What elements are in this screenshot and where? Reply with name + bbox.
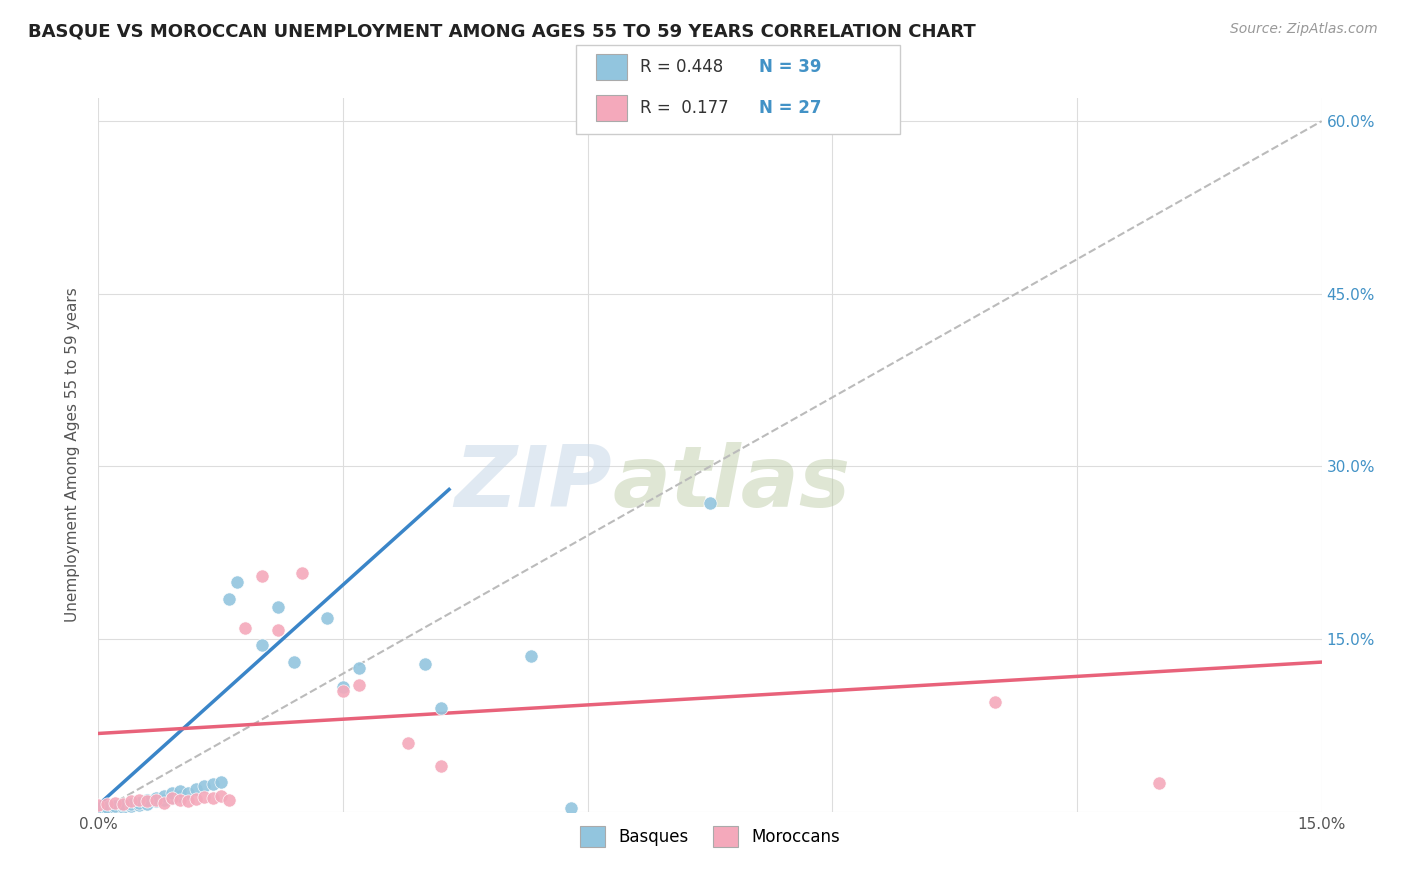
Point xyxy=(250,638,273,652)
Point xyxy=(193,780,215,794)
Point xyxy=(152,796,174,810)
Point xyxy=(111,797,134,811)
Point xyxy=(169,793,191,807)
Point xyxy=(267,599,290,614)
Point xyxy=(136,797,159,811)
Text: N = 27: N = 27 xyxy=(759,99,821,117)
Point xyxy=(104,801,127,815)
Text: ZIP: ZIP xyxy=(454,442,612,525)
Point xyxy=(96,802,118,816)
Point xyxy=(87,801,110,815)
Point xyxy=(349,678,371,692)
Point xyxy=(160,791,183,805)
Point xyxy=(186,781,208,796)
Point xyxy=(145,793,167,807)
Point xyxy=(104,799,127,814)
Point xyxy=(250,568,273,582)
Point xyxy=(120,797,142,811)
Point xyxy=(396,736,419,750)
Point xyxy=(1147,776,1170,790)
Point xyxy=(332,681,354,695)
Point xyxy=(169,784,191,798)
Point xyxy=(111,797,134,812)
Point xyxy=(984,695,1007,709)
Text: BASQUE VS MOROCCAN UNEMPLOYMENT AMONG AGES 55 TO 59 YEARS CORRELATION CHART: BASQUE VS MOROCCAN UNEMPLOYMENT AMONG AG… xyxy=(28,22,976,40)
Point xyxy=(145,791,167,805)
Point xyxy=(519,649,541,664)
Point xyxy=(96,797,118,811)
Point xyxy=(136,793,159,807)
Point xyxy=(209,774,232,789)
Point xyxy=(413,657,436,672)
Point xyxy=(152,789,174,803)
Point xyxy=(145,794,167,808)
Point xyxy=(349,661,371,675)
Point xyxy=(87,797,110,812)
Legend: Basques, Moroccans: Basques, Moroccans xyxy=(574,820,846,854)
Point xyxy=(152,793,174,807)
Point xyxy=(209,789,232,803)
Text: Source: ZipAtlas.com: Source: ZipAtlas.com xyxy=(1230,22,1378,37)
Point xyxy=(186,792,208,806)
Point xyxy=(430,758,453,772)
Point xyxy=(201,791,224,805)
Point xyxy=(128,797,150,812)
Point xyxy=(315,611,337,625)
Point xyxy=(128,793,150,807)
Point xyxy=(560,801,582,815)
Point xyxy=(267,623,290,637)
Point xyxy=(430,701,453,715)
Point xyxy=(201,777,224,791)
Point xyxy=(226,574,249,589)
Point xyxy=(128,796,150,810)
Point xyxy=(136,794,159,808)
Point xyxy=(283,655,305,669)
Point xyxy=(169,789,191,803)
Point xyxy=(120,799,142,814)
Point xyxy=(291,566,314,581)
Point xyxy=(218,591,240,606)
Point xyxy=(120,794,142,808)
Point xyxy=(177,786,200,800)
Y-axis label: Unemployment Among Ages 55 to 59 years: Unemployment Among Ages 55 to 59 years xyxy=(65,287,80,623)
Point xyxy=(160,791,183,805)
Point xyxy=(96,800,118,814)
Text: N = 39: N = 39 xyxy=(759,58,821,76)
Point xyxy=(160,786,183,800)
Point xyxy=(332,684,354,698)
Point xyxy=(699,496,721,510)
Point xyxy=(218,793,240,807)
Text: atlas: atlas xyxy=(612,442,851,525)
Point xyxy=(177,794,200,808)
Text: R = 0.448: R = 0.448 xyxy=(640,58,723,76)
Point xyxy=(104,796,127,810)
Point xyxy=(193,789,215,804)
Point xyxy=(111,800,134,814)
Text: R =  0.177: R = 0.177 xyxy=(640,99,728,117)
Point xyxy=(233,621,256,635)
